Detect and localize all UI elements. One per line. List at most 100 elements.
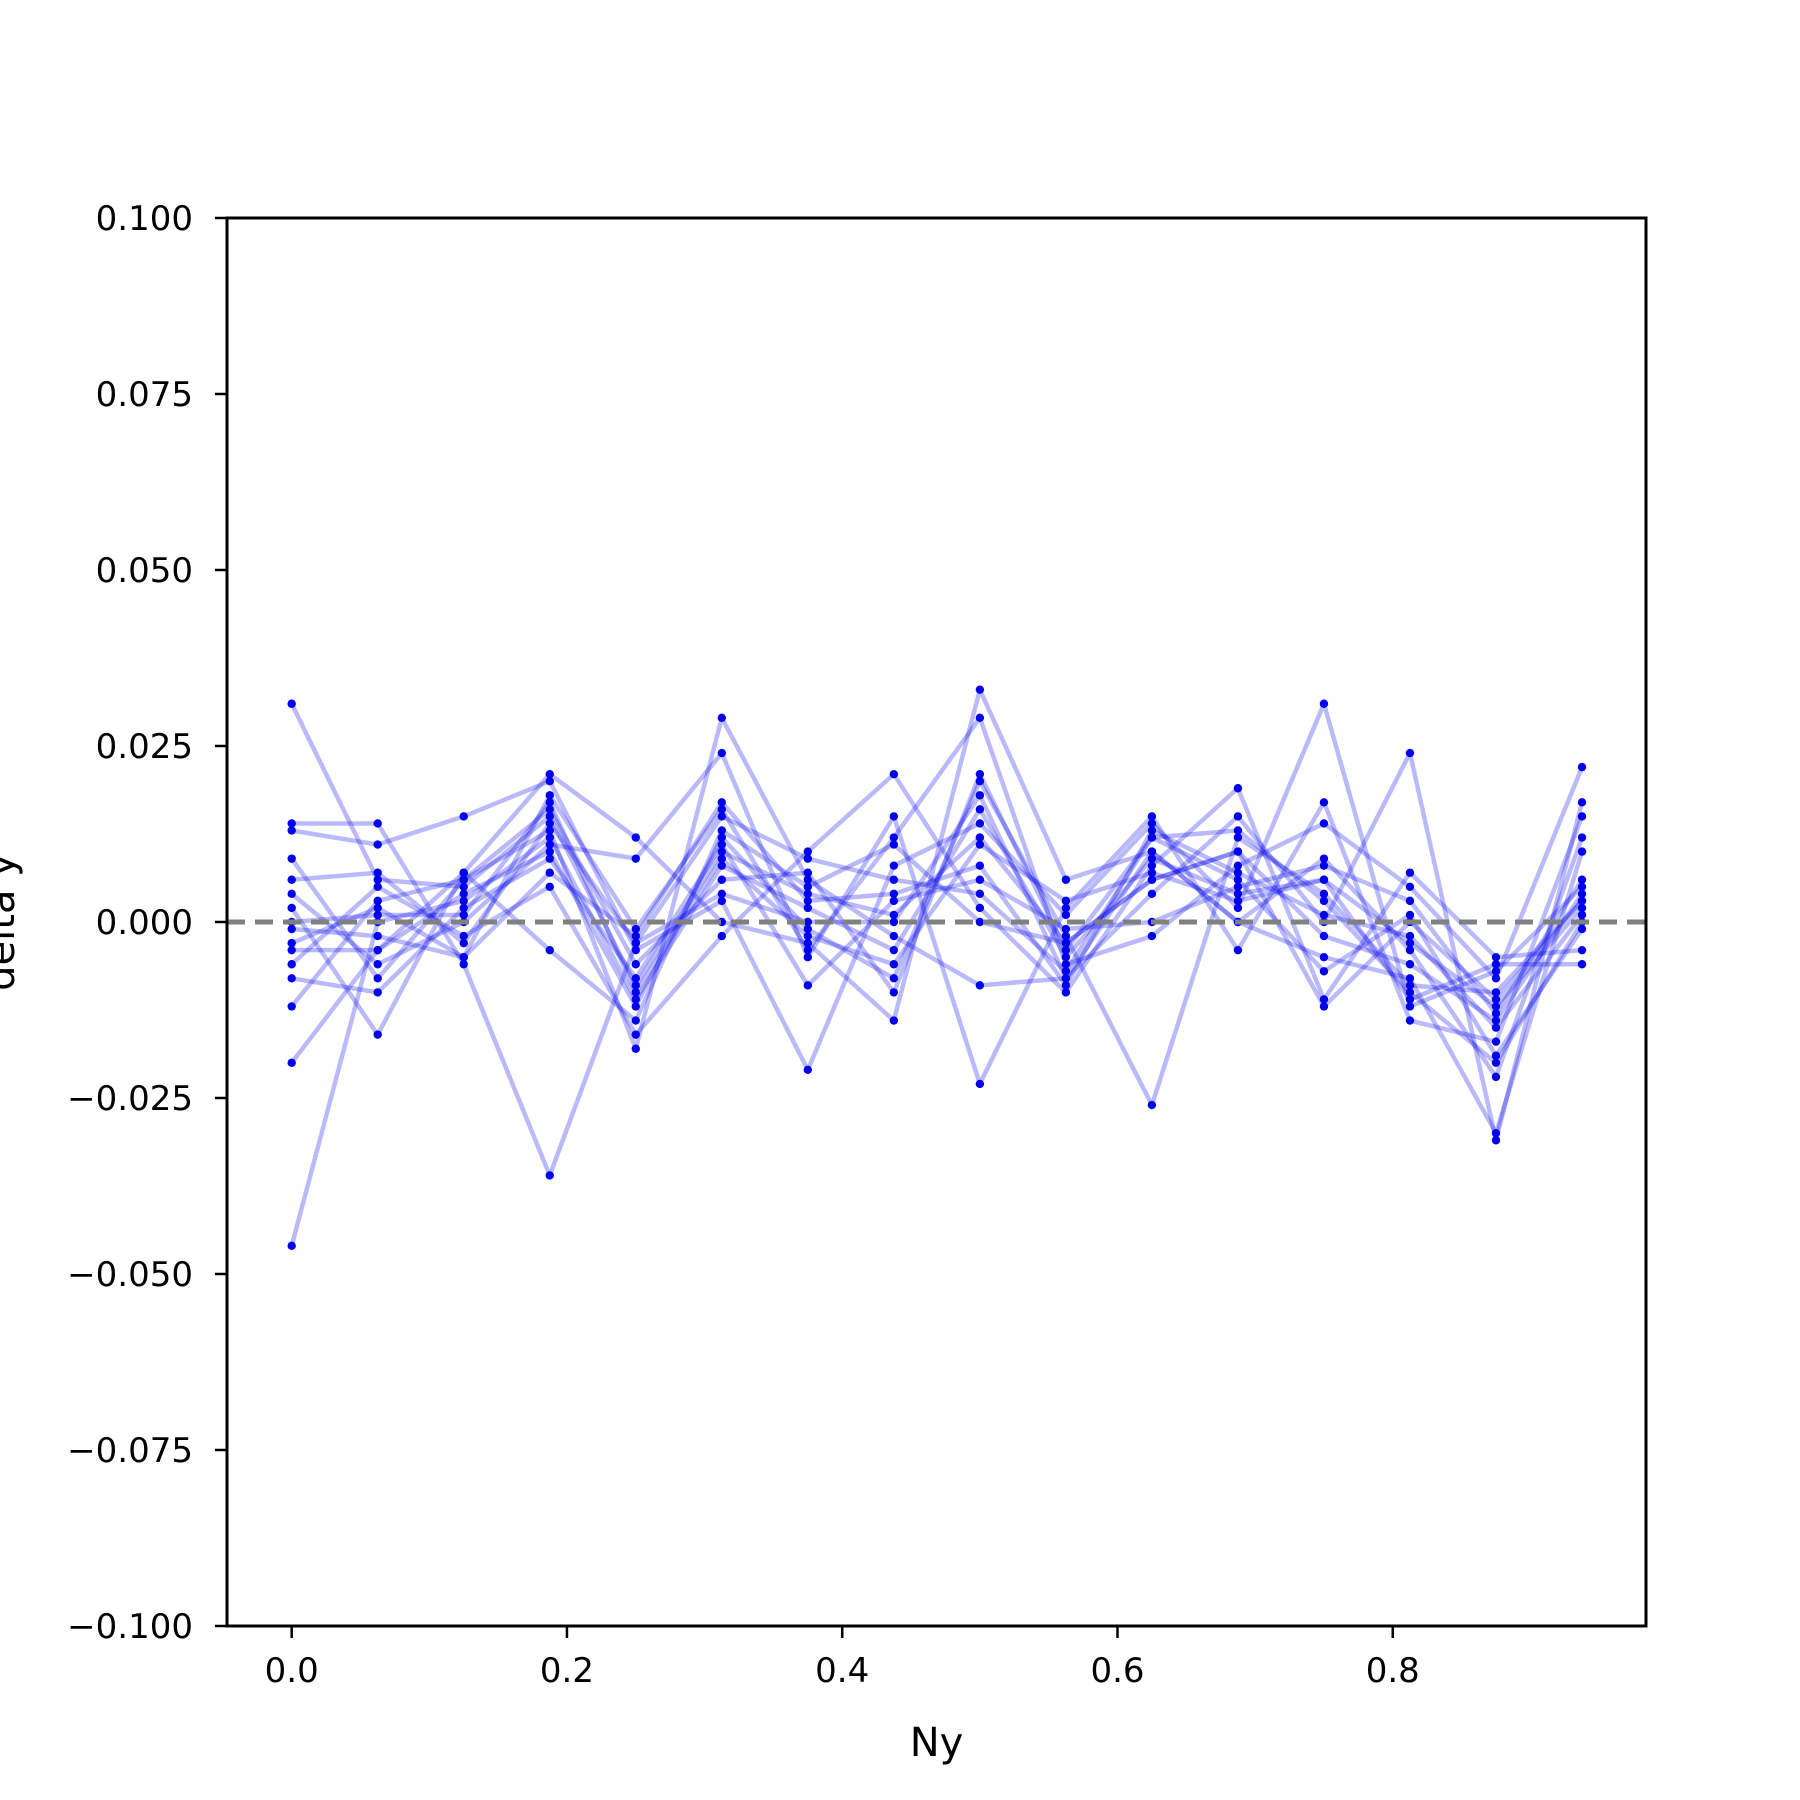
data-point (1405, 981, 1415, 990)
data-point (1233, 945, 1243, 955)
data-point (545, 854, 554, 863)
data-point (1405, 945, 1415, 955)
series-line-14 (291, 828, 1584, 1023)
data-point (1061, 910, 1071, 920)
data-point (803, 945, 813, 955)
data-point (1233, 903, 1243, 913)
data-point (1061, 974, 1071, 983)
data-point (1577, 945, 1587, 955)
x-tick-label: 0.0 (265, 1651, 319, 1691)
data-point (1147, 854, 1157, 863)
series-line-11 (289, 771, 1584, 1066)
data-point (459, 931, 468, 941)
data-point (1147, 861, 1157, 870)
data-point (287, 903, 296, 913)
data-point (975, 805, 985, 814)
data-point (1577, 924, 1587, 934)
data-point (1491, 974, 1501, 983)
data-point (631, 931, 640, 941)
data-point (1577, 812, 1587, 821)
data-point (1147, 826, 1157, 835)
data-point (1233, 847, 1243, 856)
series-line-4 (289, 778, 1584, 1108)
data-point (1319, 889, 1329, 899)
series-lines (289, 687, 1585, 1247)
data-point (1491, 960, 1501, 969)
data-point (1233, 868, 1243, 877)
data-point (1491, 1037, 1501, 1046)
y-tick-label: 0.075 (96, 375, 193, 415)
data-point (373, 960, 382, 969)
data-point (373, 931, 382, 941)
data-point (373, 896, 382, 906)
data-point (975, 875, 985, 884)
data-point (1577, 798, 1587, 807)
y-tick-label: 0.025 (96, 727, 193, 767)
data-point (717, 713, 726, 723)
data-point (1491, 1002, 1501, 1011)
data-point (717, 896, 726, 906)
data-point (459, 882, 468, 891)
data-point (889, 910, 899, 920)
series-line-5 (291, 701, 1584, 1073)
series-line-8 (289, 687, 1585, 1080)
data-point (1405, 995, 1415, 1004)
data-point (631, 924, 640, 934)
data-point (1061, 953, 1071, 962)
data-point (717, 847, 726, 856)
data-point (717, 861, 726, 870)
data-point (717, 931, 726, 941)
data-point (717, 889, 726, 899)
data-point (717, 875, 726, 884)
data-point (975, 840, 985, 849)
data-point (1233, 784, 1243, 793)
data-point (459, 938, 468, 948)
y-tick-label: 0.100 (96, 199, 193, 239)
data-point (1319, 896, 1329, 906)
data-point (1577, 847, 1587, 856)
data-point (459, 960, 468, 969)
series-line-13 (291, 793, 1585, 1136)
data-point (975, 713, 985, 723)
data-point (717, 812, 726, 821)
series-line-3 (291, 814, 1584, 1178)
data-point (1405, 910, 1415, 920)
data-point (1491, 1072, 1501, 1082)
series-line-12 (291, 842, 1584, 1016)
data-point (1147, 1100, 1157, 1110)
data-point (373, 1030, 382, 1039)
data-point (1577, 762, 1587, 772)
data-point (631, 1002, 640, 1011)
data-point (1577, 910, 1587, 920)
x-axis-ticks: 0.0 0.2 0.4 0.6 0.8 (265, 1626, 1420, 1691)
data-point (631, 1030, 640, 1039)
data-point (975, 791, 985, 800)
data-point (1147, 812, 1157, 821)
data-point (1577, 903, 1587, 913)
data-point (287, 826, 296, 835)
data-point (545, 805, 554, 814)
data-point (287, 1241, 296, 1251)
series-line-6 (289, 715, 1585, 1143)
data-point (1491, 1058, 1501, 1068)
data-point (545, 868, 554, 877)
series-line-7 (290, 715, 1585, 981)
data-point (1319, 699, 1329, 708)
data-point (1233, 833, 1243, 842)
data-point (545, 833, 554, 842)
data-point (975, 833, 985, 842)
data-point (373, 840, 382, 849)
data-point (1233, 826, 1243, 835)
data-point (287, 699, 296, 708)
data-point (1491, 967, 1501, 976)
data-point (1577, 889, 1587, 899)
data-point (545, 791, 554, 800)
data-point (1233, 882, 1243, 891)
data-point (631, 854, 640, 863)
data-point (1577, 896, 1587, 906)
data-point (1319, 854, 1329, 863)
data-point (1061, 988, 1071, 997)
data-point (1405, 1016, 1415, 1025)
data-point (631, 995, 640, 1004)
data-point (975, 1079, 985, 1089)
